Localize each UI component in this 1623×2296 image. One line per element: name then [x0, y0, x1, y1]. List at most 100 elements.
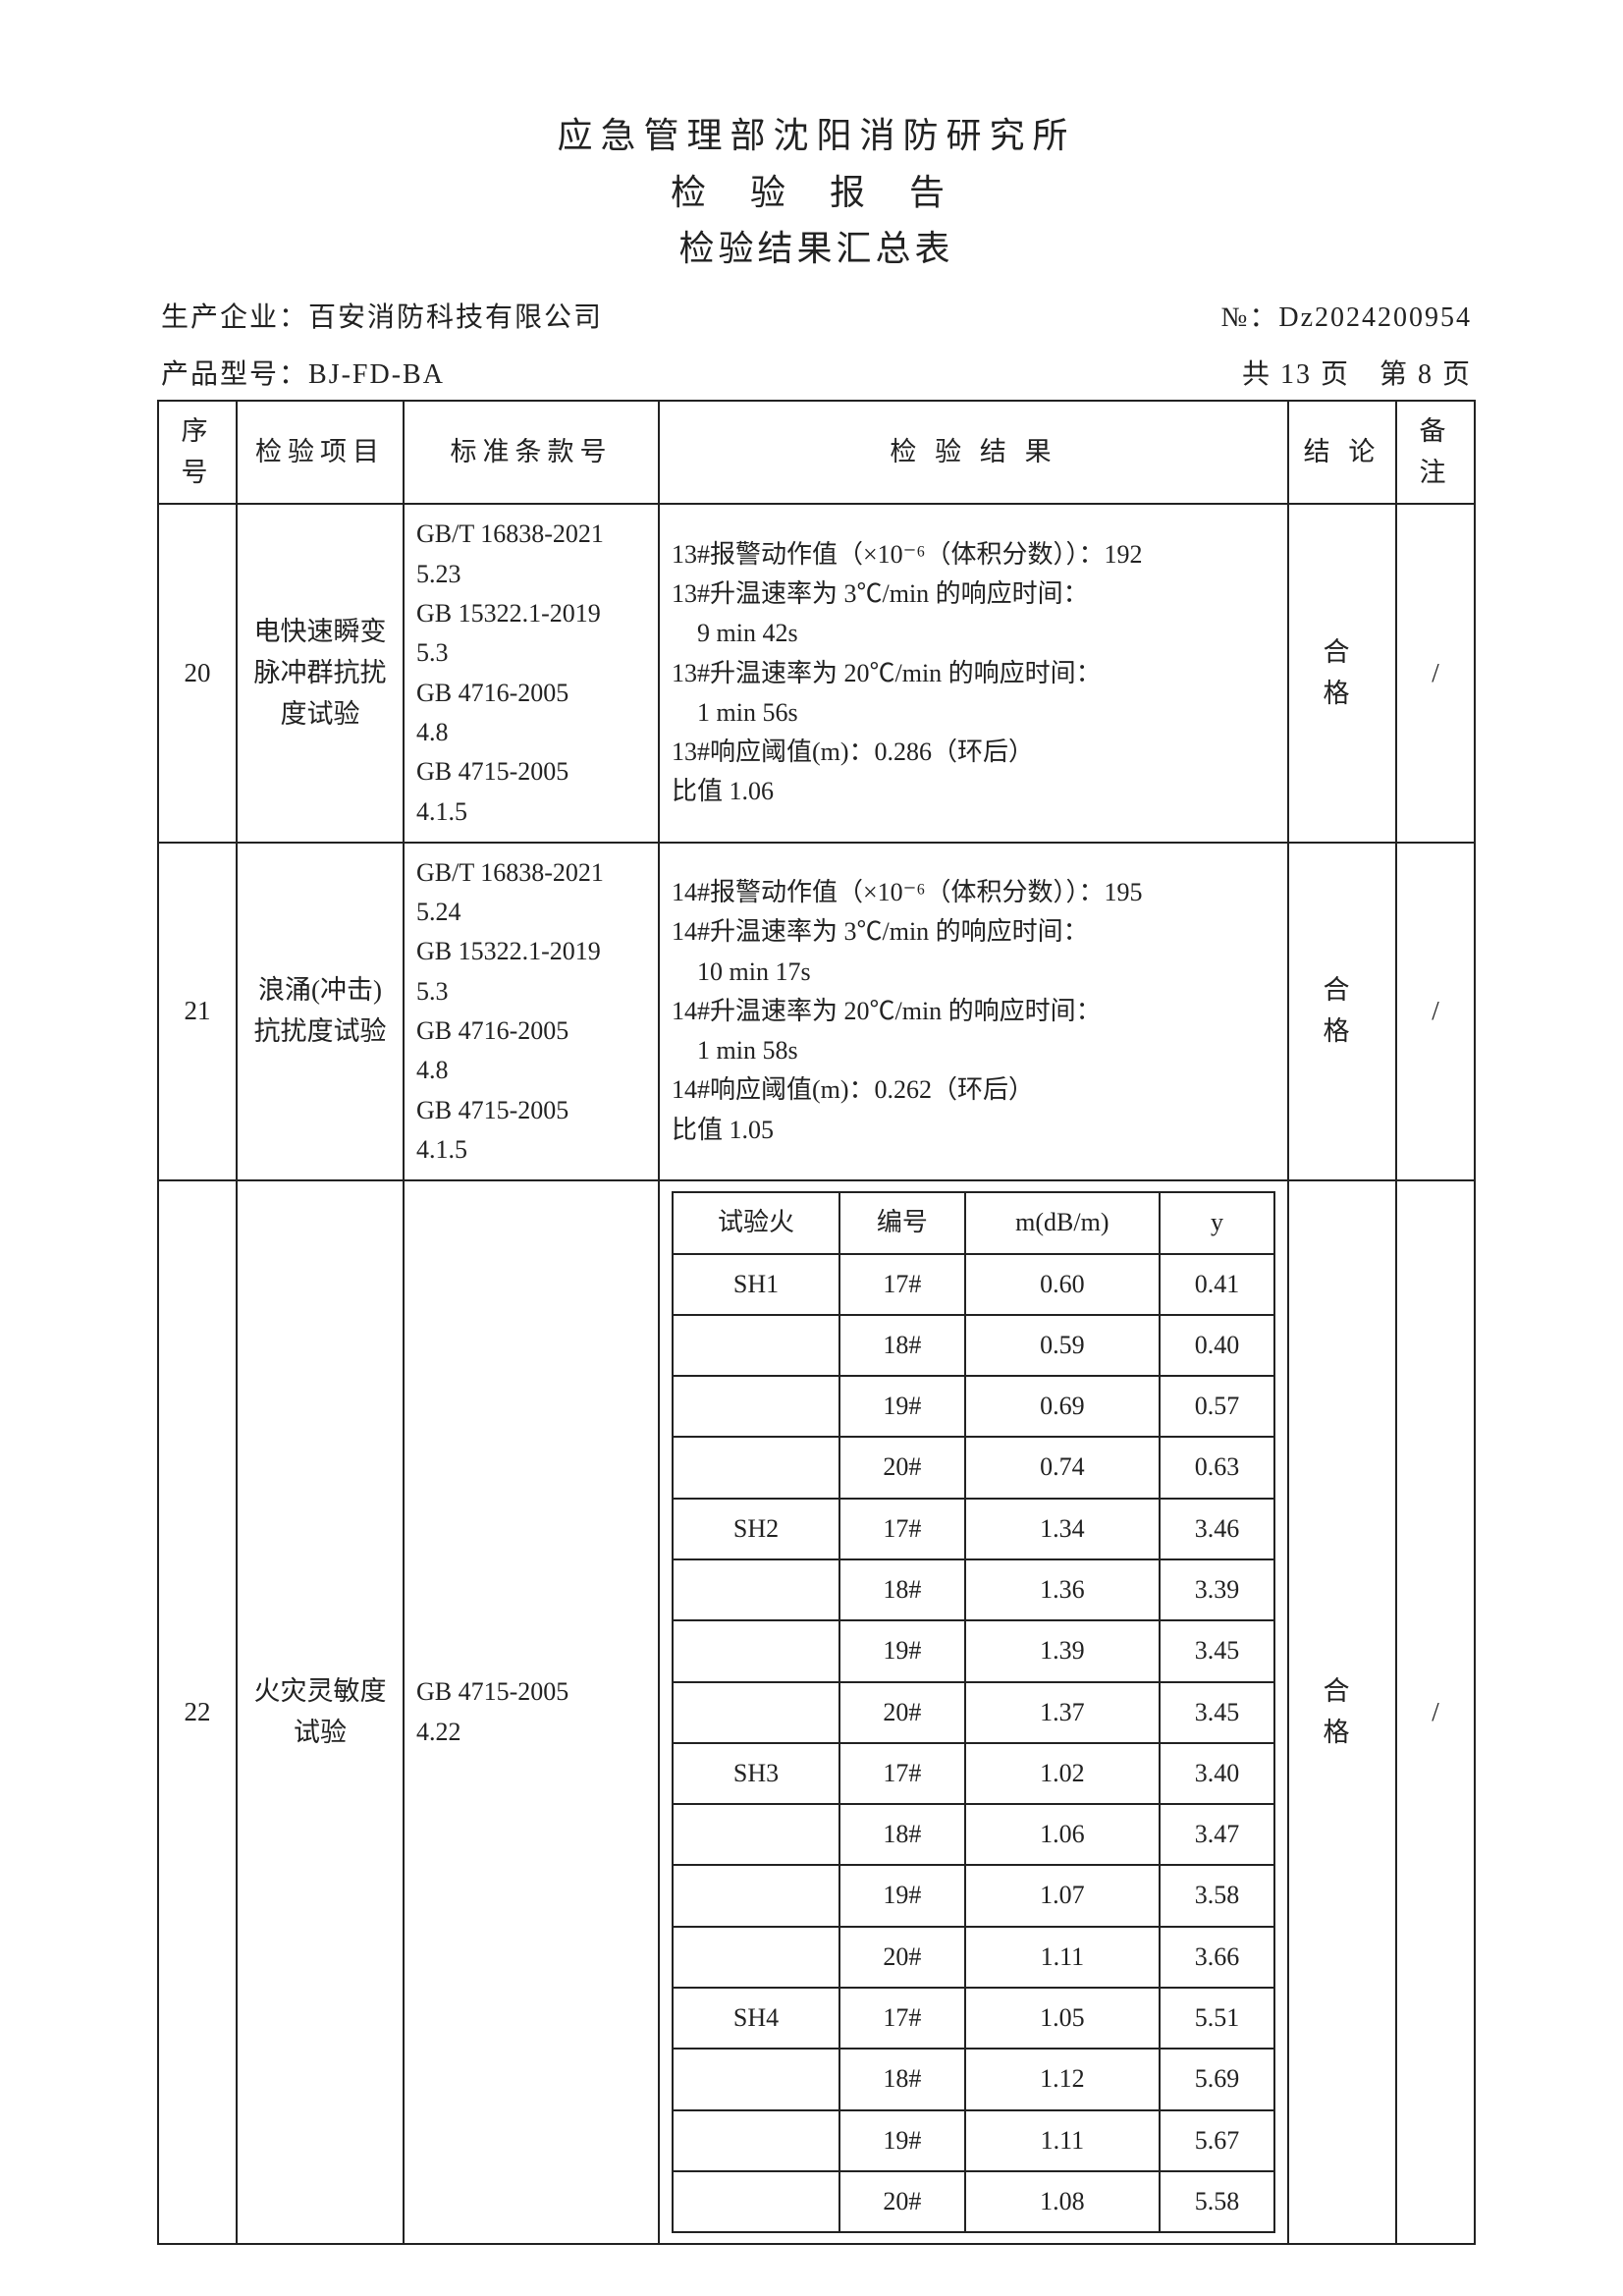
col-note: 备注	[1396, 401, 1475, 505]
table-title: 检验结果汇总表	[157, 221, 1476, 278]
inner-cell: 17#	[839, 1254, 965, 1315]
inner-cell: 0.59	[965, 1315, 1160, 1376]
inner-cell: 1.36	[965, 1559, 1160, 1620]
inner-header-cell: 试验火	[673, 1192, 839, 1253]
report-no: №：Dz2024200954	[1221, 296, 1472, 335]
inner-cell: 20#	[839, 1682, 965, 1743]
table-row: 22火灾灵敏度试验GB 4715-2005 4.22试验火编号m(dB/m)yS…	[158, 1180, 1475, 2244]
inner-cell	[673, 1315, 839, 1376]
inner-cell: 1.39	[965, 1620, 1160, 1681]
cell-std: GB/T 16838-2021 5.23 GB 15322.1-2019 5.3…	[404, 504, 659, 842]
inner-cell: 0.60	[965, 1254, 1160, 1315]
inner-cell: 18#	[839, 1315, 965, 1376]
inner-cell: 19#	[839, 1620, 965, 1681]
inner-cell: SH2	[673, 1499, 839, 1559]
inner-row: SH317#1.023.40	[673, 1743, 1274, 1804]
inner-header-cell: 编号	[839, 1192, 965, 1253]
inner-cell: 3.40	[1160, 1743, 1274, 1804]
inner-cell	[673, 2171, 839, 2232]
cell-item: 火灾灵敏度试验	[237, 1180, 404, 2244]
inner-cell: 5.51	[1160, 1988, 1274, 2049]
inner-cell: 5.67	[1160, 2110, 1274, 2171]
inner-row: 20#0.740.63	[673, 1437, 1274, 1498]
cell-note: /	[1396, 843, 1475, 1180]
inner-cell: 20#	[839, 1437, 965, 1498]
inner-cell: 1.02	[965, 1743, 1160, 1804]
inner-cell: 1.07	[965, 1865, 1160, 1926]
cell-note: /	[1396, 1180, 1475, 2244]
inner-cell: SH4	[673, 1988, 839, 2049]
inner-row: 19#0.690.57	[673, 1376, 1274, 1437]
inner-cell: 1.06	[965, 1804, 1160, 1865]
col-std: 标准条款号	[404, 401, 659, 505]
inner-row: 20#1.373.45	[673, 1682, 1274, 1743]
inner-header-row: 试验火编号m(dB/m)y	[673, 1192, 1274, 1253]
inner-cell: 3.47	[1160, 1804, 1274, 1865]
cell-conclusion: 合 格	[1288, 504, 1396, 842]
model-value: BJ-FD-BA	[308, 359, 445, 390]
inner-cell: 1.12	[965, 2049, 1160, 2109]
inner-header-cell: y	[1160, 1192, 1274, 1253]
inner-cell: 18#	[839, 1804, 965, 1865]
inner-cell: 3.39	[1160, 1559, 1274, 1620]
manufacturer: 生产企业：百安消防科技有限公司	[161, 296, 603, 335]
inner-cell	[673, 1376, 839, 1437]
col-result: 检 验 结 果	[659, 401, 1288, 505]
inner-result-table: 试验火编号m(dB/m)ySH117#0.600.4118#0.590.4019…	[672, 1191, 1275, 2233]
cell-seq: 21	[158, 843, 237, 1180]
col-conclusion: 结 论	[1288, 401, 1396, 505]
inner-row: SH417#1.055.51	[673, 1988, 1274, 2049]
report-page: 应急管理部沈阳消防研究所 检 验 报 告 检验结果汇总表 生产企业：百安消防科技…	[0, 0, 1623, 2296]
inner-cell: 17#	[839, 1988, 965, 2049]
cell-seq: 20	[158, 504, 237, 842]
inner-row: 18#1.363.39	[673, 1559, 1274, 1620]
inner-cell: 3.58	[1160, 1865, 1274, 1926]
inner-header-cell: m(dB/m)	[965, 1192, 1160, 1253]
inner-cell: 19#	[839, 2110, 965, 2171]
inner-cell: 3.66	[1160, 1927, 1274, 1988]
inner-cell: 1.08	[965, 2171, 1160, 2232]
inner-cell: 5.58	[1160, 2171, 1274, 2232]
cell-std: GB/T 16838-2021 5.24 GB 15322.1-2019 5.3…	[404, 843, 659, 1180]
inner-cell: 0.74	[965, 1437, 1160, 1498]
inner-cell: 19#	[839, 1865, 965, 1926]
cell-result: 试验火编号m(dB/m)ySH117#0.600.4118#0.590.4019…	[659, 1180, 1288, 2244]
meta-row-1: 生产企业：百安消防科技有限公司 №：Dz2024200954	[157, 296, 1476, 335]
inner-row: 18#0.590.40	[673, 1315, 1274, 1376]
model-label: 产品型号：	[161, 359, 308, 390]
cell-seq: 22	[158, 1180, 237, 2244]
inner-cell: 0.63	[1160, 1437, 1274, 1498]
inner-row: SH217#1.343.46	[673, 1499, 1274, 1559]
cell-conclusion: 合 格	[1288, 843, 1396, 1180]
title-block: 应急管理部沈阳消防研究所 检 验 报 告 检验结果汇总表	[157, 108, 1476, 278]
inner-cell: 5.69	[1160, 2049, 1274, 2109]
inner-cell: 1.05	[965, 1988, 1160, 2049]
results-table: 序号 检验项目 标准条款号 检 验 结 果 结 论 备注 20电快速瞬变脉冲群抗…	[157, 400, 1476, 2245]
inner-cell: 18#	[839, 1559, 965, 1620]
inner-cell: 19#	[839, 1376, 965, 1437]
inner-cell: 20#	[839, 1927, 965, 1988]
report-no-label: №：	[1221, 302, 1279, 333]
col-seq: 序号	[158, 401, 237, 505]
cell-result: 14#报警动作值（×10⁻⁶（体积分数））：195 14#升温速率为 3℃/mi…	[659, 843, 1288, 1180]
inner-cell: SH1	[673, 1254, 839, 1315]
inner-cell: 0.40	[1160, 1315, 1274, 1376]
inner-cell: 1.11	[965, 1927, 1160, 1988]
inner-row: 18#1.125.69	[673, 2049, 1274, 2109]
inner-cell	[673, 1865, 839, 1926]
manufacturer-label: 生产企业：	[161, 302, 308, 333]
inner-cell: 17#	[839, 1499, 965, 1559]
inner-row: 18#1.063.47	[673, 1804, 1274, 1865]
cell-result: 13#报警动作值（×10⁻⁶（体积分数））：192 13#升温速率为 3℃/mi…	[659, 504, 1288, 842]
cell-conclusion: 合 格	[1288, 1180, 1396, 2244]
inner-cell: 1.34	[965, 1499, 1160, 1559]
inner-cell	[673, 1437, 839, 1498]
inner-row: 20#1.113.66	[673, 1927, 1274, 1988]
inner-cell: 3.45	[1160, 1682, 1274, 1743]
inner-row: 19#1.393.45	[673, 1620, 1274, 1681]
table-row: 21浪涌(冲击)抗扰度试验GB/T 16838-2021 5.24 GB 153…	[158, 843, 1475, 1180]
inner-cell: 0.41	[1160, 1254, 1274, 1315]
manufacturer-value: 百安消防科技有限公司	[308, 302, 603, 333]
report-no-value: Dz2024200954	[1278, 302, 1472, 333]
inner-cell: 3.45	[1160, 1620, 1274, 1681]
